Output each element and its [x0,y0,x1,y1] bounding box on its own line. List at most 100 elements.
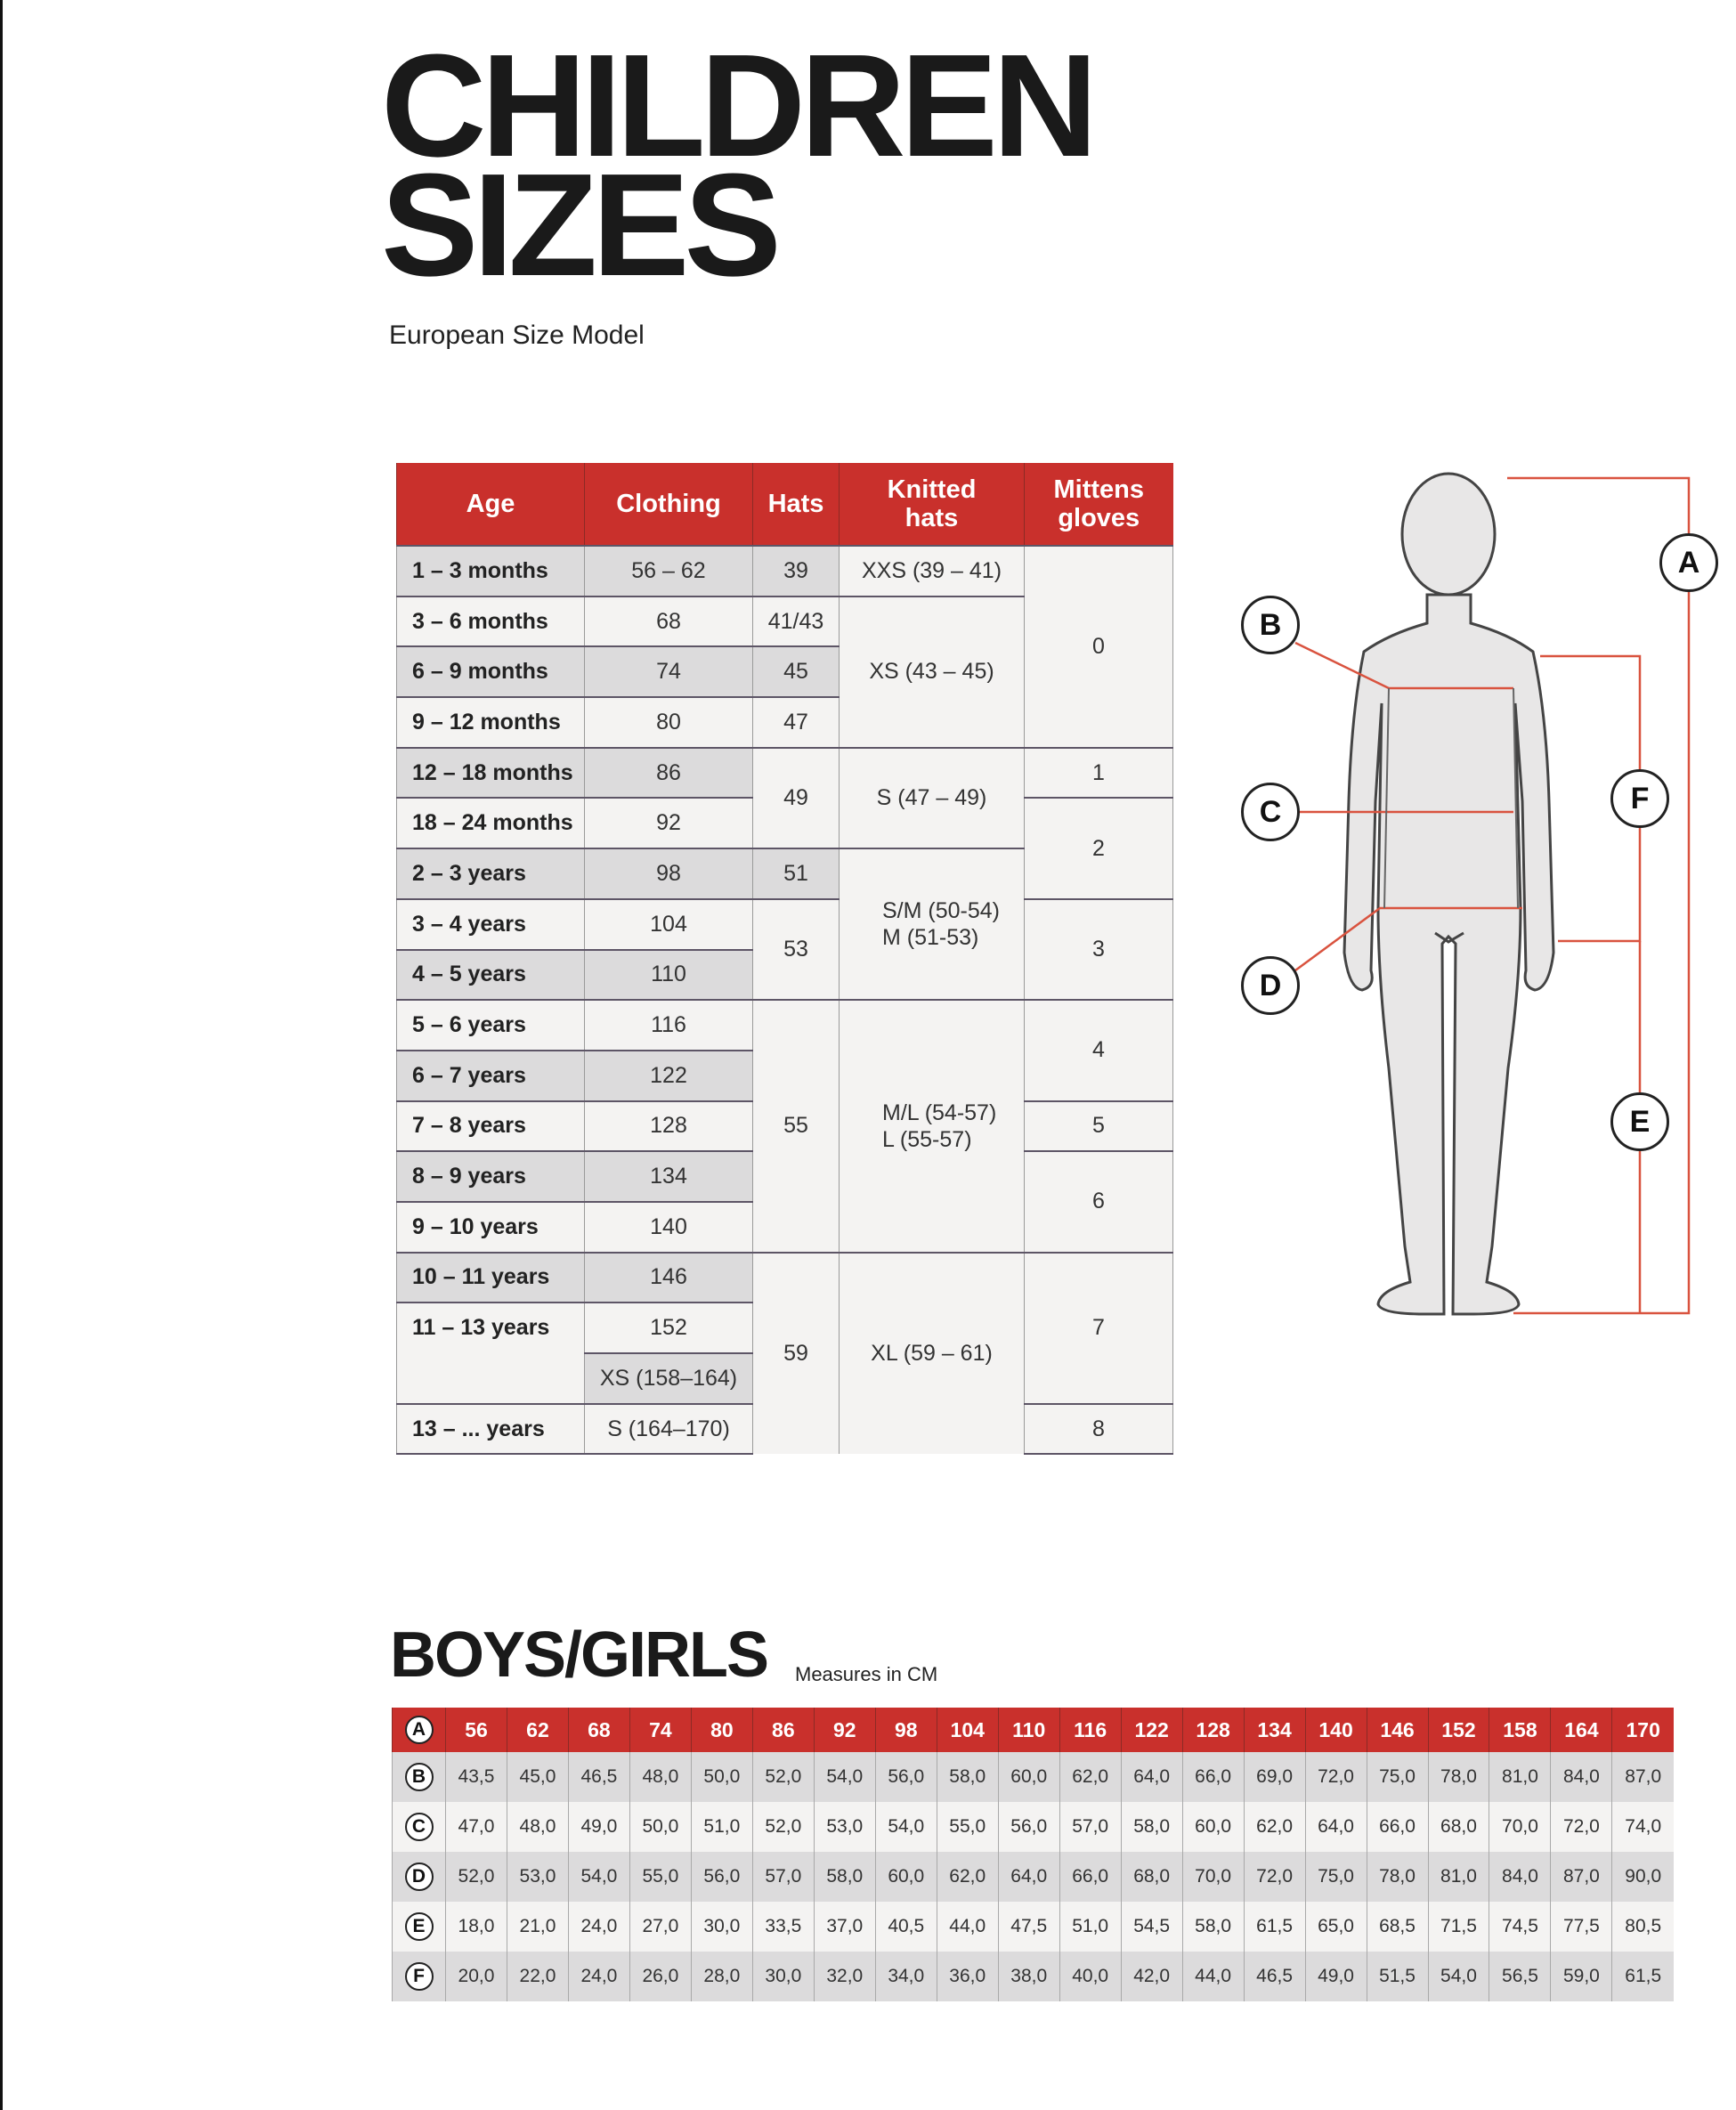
measure-cell: 170 [1611,1708,1674,1752]
measure-cell: 81,0 [1427,1852,1489,1902]
size-row: 1 – 3 months 56 – 62 39 XXS (39 – 41) 0 [396,545,1173,748]
size-row: 12 – 18 months 86 49 S (47 – 49) 1 [396,746,1173,849]
size-row: 3 – 4 years 104 53 3 [396,897,1173,1001]
clothing-cell: 86 [584,746,753,799]
age-cell: 5 – 6 years [396,999,585,1051]
measure-cell: 45,0 [506,1752,569,1802]
size-row: 5 – 6 years 116 55 M/L (54-57) L (55-57) 4 [396,999,1173,1253]
mittens-cell: 2 [1024,797,1173,899]
measure-cell: 46,5 [567,1752,630,1802]
age-cell: 9 – 10 years [396,1200,585,1253]
clothing-cell: 152 [584,1302,753,1353]
measure-cell: 60,0 [1181,1802,1245,1852]
measure-cell: 59,0 [1550,1952,1612,2001]
clothing-cell: S (164–170) [584,1402,753,1456]
age-cell: 6 – 7 years [396,1049,585,1101]
title-line-2: SIZES [381,143,782,306]
measure-cell: 78,0 [1366,1852,1428,1902]
label-b: B [1241,596,1300,654]
letter-e-badge: E [404,1912,434,1941]
size-table: Age Clothing Hats Knitted hats Mittens g… [396,463,1173,1456]
measure-cell: 68,0 [1120,1852,1183,1902]
measure-cell: 134 [1243,1708,1306,1752]
measure-cell: 64,0 [1304,1802,1367,1852]
size-row: 9 – 12 months 80 47 [396,696,1173,748]
hats-cell: 47 [752,696,840,748]
age-cell: 10 – 11 years [396,1251,585,1303]
measure-cell: 51,0 [690,1802,753,1852]
hats-cell: 59 [752,1251,840,1455]
line-a [1507,476,1691,1315]
measure-cell: 36,0 [936,1952,999,2001]
measure-row-c: C 47,0 48,0 49,0 50,0 51,0 52,0 53,0 54,0 55,0 56,… [392,1802,1674,1852]
measures-title: BOYS/GIRLS [390,1619,769,1691]
measure-cell: 61,5 [1611,1952,1674,2001]
age-cell: 4 – 5 years [396,948,585,1001]
measure-cell: 47,5 [997,1902,1060,1952]
measure-cell: 64,0 [1120,1752,1183,1802]
measure-cell: 164 [1550,1708,1612,1752]
measure-cell: 80,5 [1611,1902,1674,1952]
mittens-cell: 1 [1024,746,1173,799]
page-subtitle: European Size Model [389,321,645,350]
measure-cell: 56,0 [997,1802,1060,1852]
size-table-header: Age Clothing Hats Knitted hats Mittens g… [396,463,1173,546]
measure-cell: 56 [445,1708,507,1752]
measure-cell: 62,0 [936,1852,999,1902]
measure-cell: 69,0 [1243,1752,1306,1802]
measure-cell: 60,0 [874,1852,937,1902]
measure-cell: 43,5 [445,1752,507,1802]
letter-b-badge: B [404,1763,434,1791]
hats-cell: 39 [752,545,840,596]
letter-c-badge: C [404,1813,434,1841]
measure-cell: 74,0 [1611,1802,1674,1852]
measure-cell: 62,0 [1243,1802,1306,1852]
mittens-cell: 4 [1024,999,1173,1101]
row-label-cell: A [392,1708,446,1752]
col-header-hats: Hats [752,463,840,546]
label-e: E [1610,1092,1669,1151]
clothing-cell: 128 [584,1100,753,1152]
line-b-vert [1383,687,1390,909]
line-d [1294,906,1522,972]
measure-cell: 68,0 [1427,1802,1489,1852]
clothing-cell: 134 [584,1150,753,1202]
hats-cell: 55 [752,999,840,1253]
measure-cell: 52,0 [445,1852,507,1902]
measure-cell: 55,0 [936,1802,999,1852]
measure-cell: 57,0 [1059,1802,1122,1852]
measure-cell: 65,0 [1304,1902,1367,1952]
knitted-hats-cell: S (47 – 49) [839,746,1025,849]
row-label-cell: D [392,1852,446,1902]
age-cell: 9 – 12 months [396,696,585,748]
measure-cell: 86 [751,1708,815,1752]
size-row: 13 – ... years S (164–170) 8 [396,1402,1173,1456]
measure-cell: 26,0 [629,1952,692,2001]
measure-cell: 18,0 [445,1902,507,1952]
measures-table: A 56 62 68 74 80 86 92 98 104 110 116 122 128 134 140 14… [392,1708,1674,2001]
row-label-cell: E [392,1902,446,1952]
mittens-cell: 3 [1024,897,1173,1001]
measure-cell: 92 [813,1708,876,1752]
row-label-cell: F [392,1952,446,2001]
measure-cell: 84,0 [1550,1752,1612,1802]
row-label-cell: B [392,1752,446,1802]
measure-cell: 66,0 [1366,1802,1428,1852]
measure-cell: 72,0 [1243,1852,1306,1902]
measure-cell: 71,5 [1427,1902,1489,1952]
measure-cell: 62 [506,1708,569,1752]
measure-cell: 57,0 [751,1852,815,1902]
size-row: 6 – 7 years 122 [396,1049,1173,1101]
size-row: 10 – 11 years 146 59 XL (59 – 61) 7 [396,1251,1173,1455]
measure-cell: 60,0 [997,1752,1060,1802]
measure-cell: 54,0 [567,1852,630,1902]
measure-cell: 40,5 [874,1902,937,1952]
size-row: 8 – 9 years 134 6 [396,1150,1173,1253]
measure-cell: 152 [1427,1708,1489,1752]
measure-cell: 58,0 [936,1752,999,1802]
measure-cell: 20,0 [445,1952,507,2001]
measure-cell: 56,5 [1489,1952,1551,2001]
mittens-cell: 5 [1024,1100,1173,1152]
measure-cell: 32,0 [813,1952,876,2001]
measure-cell: 22,0 [506,1952,569,2001]
